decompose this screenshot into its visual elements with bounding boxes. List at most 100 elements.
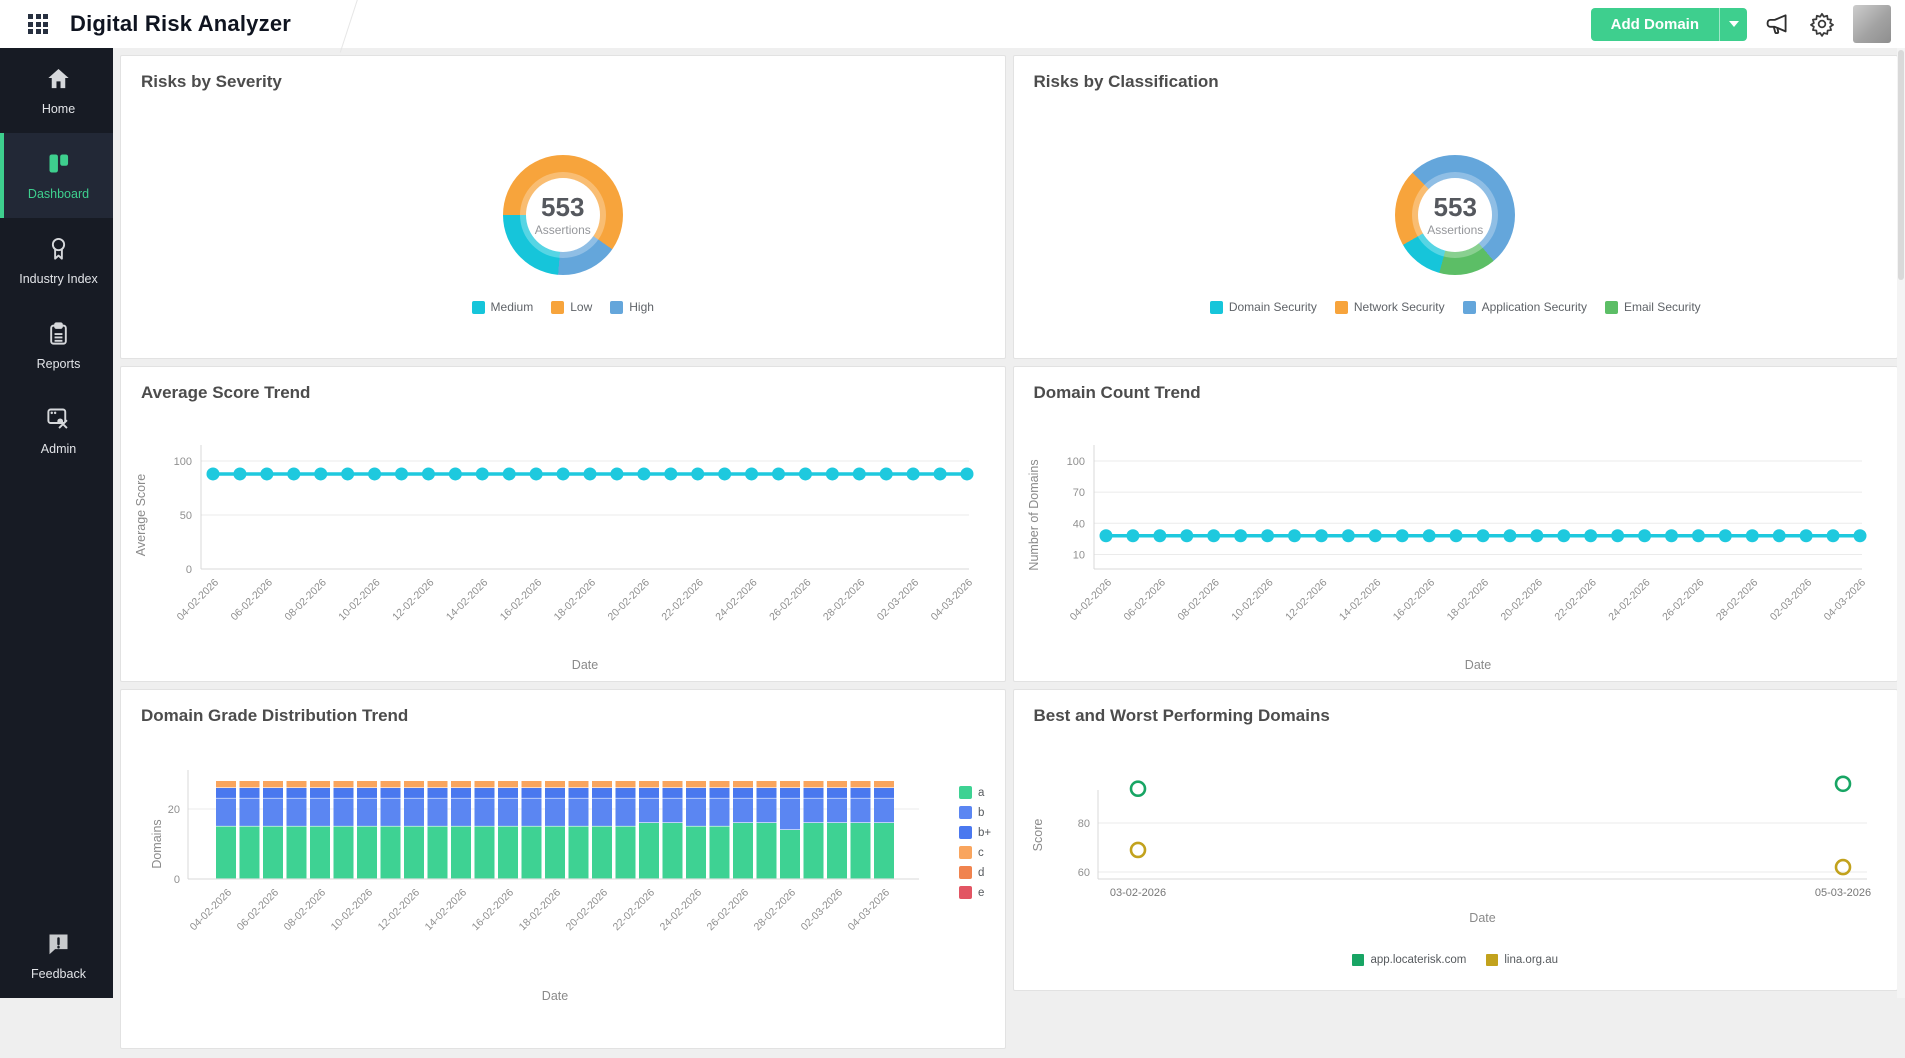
panel-title: Domain Count Trend <box>1034 383 1898 403</box>
svg-text:60: 60 <box>1077 867 1089 879</box>
scrollbar-thumb[interactable] <box>1898 50 1904 280</box>
svg-text:20: 20 <box>168 804 180 816</box>
legend-label: Low <box>570 300 592 314</box>
sidebar-item-dashboard[interactable]: Dashboard <box>0 133 113 218</box>
svg-text:20-02-2026: 20-02-2026 <box>606 577 653 624</box>
legend-item[interactable]: c <box>959 846 991 859</box>
feedback-icon <box>45 930 72 957</box>
panel-title: Average Score Trend <box>141 383 1005 403</box>
svg-text:20-02-2026: 20-02-2026 <box>1498 577 1545 624</box>
legend-swatch <box>959 806 972 819</box>
legend-label: d <box>978 867 984 879</box>
user-avatar[interactable] <box>1853 5 1891 43</box>
sidebar-item-industry-index[interactable]: Industry Index <box>0 218 113 303</box>
sidebar-item-label: Dashboard <box>28 186 89 203</box>
legend-item[interactable]: e <box>959 886 991 899</box>
add-domain-button[interactable]: Add Domain <box>1591 8 1747 41</box>
clipboard-icon <box>45 320 72 347</box>
legend-item[interactable]: High <box>610 300 654 314</box>
donut-ring[interactable]: 553 Assertions <box>503 155 623 275</box>
classification-donut-chart[interactable]: 553 Assertions Domain Security Network Se… <box>1014 92 1898 314</box>
assertions-count: 553 <box>1434 194 1477 220</box>
assertions-label: Assertions <box>535 223 591 237</box>
add-domain-caret[interactable] <box>1719 8 1747 41</box>
legend-swatch <box>1352 954 1364 966</box>
domains-legend[interactable]: app.locaterisk.com lina.org.au <box>1014 954 1898 966</box>
svg-text:Date: Date <box>1464 658 1490 672</box>
sidebar-item-home[interactable]: Home <box>0 48 113 133</box>
svg-text:24-02-2026: 24-02-2026 <box>713 577 760 624</box>
svg-text:08-02-2026: 08-02-2026 <box>282 887 329 934</box>
legend-swatch <box>551 301 564 314</box>
svg-text:02-03-2026: 02-03-2026 <box>1767 577 1814 624</box>
legend-swatch <box>472 301 485 314</box>
legend-item[interactable]: lina.org.au <box>1486 954 1558 966</box>
svg-text:50: 50 <box>180 510 192 522</box>
severity-legend[interactable]: Medium Low High <box>472 300 654 314</box>
svg-text:02-03-2026: 02-03-2026 <box>875 577 922 624</box>
svg-text:28-02-2026: 28-02-2026 <box>1713 577 1760 624</box>
gear-icon[interactable] <box>1809 11 1835 37</box>
legend-label: c <box>978 847 984 859</box>
legend-item[interactable]: b+ <box>959 826 991 839</box>
svg-text:70: 70 <box>1072 487 1084 499</box>
legend-item[interactable]: Medium <box>472 300 534 314</box>
legend-swatch <box>959 826 972 839</box>
app-title: Digital Risk Analyzer <box>70 11 291 37</box>
svg-text:Date: Date <box>542 989 568 1003</box>
sidebar-item-label: Feedback <box>31 966 86 983</box>
donut-ring[interactable]: 553 Assertions <box>1395 155 1515 275</box>
legend-label: app.locaterisk.com <box>1370 954 1466 966</box>
legend-item[interactable]: Email Security <box>1605 300 1701 314</box>
sidebar-item-label: Admin <box>41 441 76 458</box>
severity-donut-chart[interactable]: 553 Assertions Medium Low High <box>121 92 1005 314</box>
svg-text:Date: Date <box>1469 911 1495 925</box>
legend-label: High <box>629 300 654 314</box>
megaphone-icon[interactable] <box>1765 11 1791 37</box>
legend-label: a <box>978 787 984 799</box>
page-scrollbar[interactable] <box>1897 48 1905 998</box>
add-domain-label[interactable]: Add Domain <box>1591 8 1719 41</box>
legend-item[interactable]: app.locaterisk.com <box>1352 954 1466 966</box>
legend-item[interactable]: Domain Security <box>1210 300 1317 314</box>
svg-text:12-02-2026: 12-02-2026 <box>1283 577 1330 624</box>
svg-text:18-02-2026: 18-02-2026 <box>517 887 564 934</box>
panel-title: Risks by Severity <box>141 72 1005 92</box>
legend-item[interactable]: Network Security <box>1335 300 1445 314</box>
legend-item[interactable]: d <box>959 866 991 879</box>
sidebar-item-admin[interactable]: Admin <box>0 388 113 473</box>
svg-text:14-02-2026: 14-02-2026 <box>1336 577 1383 624</box>
app-grid-icon[interactable] <box>28 14 48 34</box>
panel-risks-by-classification: Risks by Classification 553 Assertions D… <box>1013 55 1899 359</box>
classification-legend[interactable]: Domain Security Network Security Applicati… <box>1210 300 1701 314</box>
assertions-label: Assertions <box>1427 223 1483 237</box>
legend-item[interactable]: Application Security <box>1463 300 1587 314</box>
svg-text:04-03-2026: 04-03-2026 <box>929 577 976 624</box>
legend-item[interactable]: Low <box>551 300 592 314</box>
svg-text:16-02-2026: 16-02-2026 <box>1390 577 1437 624</box>
sidebar-item-reports[interactable]: Reports <box>0 303 113 388</box>
sidebar-item-feedback[interactable]: Feedback <box>0 913 113 998</box>
sidebar-item-label: Industry Index <box>19 271 98 288</box>
tools-icon <box>45 405 72 432</box>
svg-text:22-02-2026: 22-02-2026 <box>659 577 706 624</box>
svg-text:16-02-2026: 16-02-2026 <box>470 887 517 934</box>
svg-text:100: 100 <box>1066 456 1084 468</box>
panel-title: Domain Grade Distribution Trend <box>141 706 1005 726</box>
award-icon <box>45 235 72 262</box>
dashboard-icon <box>45 150 72 177</box>
legend-item[interactable]: a <box>959 786 991 799</box>
legend-item[interactable]: b <box>959 806 991 819</box>
svg-text:10-02-2026: 10-02-2026 <box>336 577 383 624</box>
legend-label: lina.org.au <box>1504 954 1558 966</box>
svg-text:26-02-2026: 26-02-2026 <box>705 887 752 934</box>
svg-text:14-02-2026: 14-02-2026 <box>423 887 470 934</box>
